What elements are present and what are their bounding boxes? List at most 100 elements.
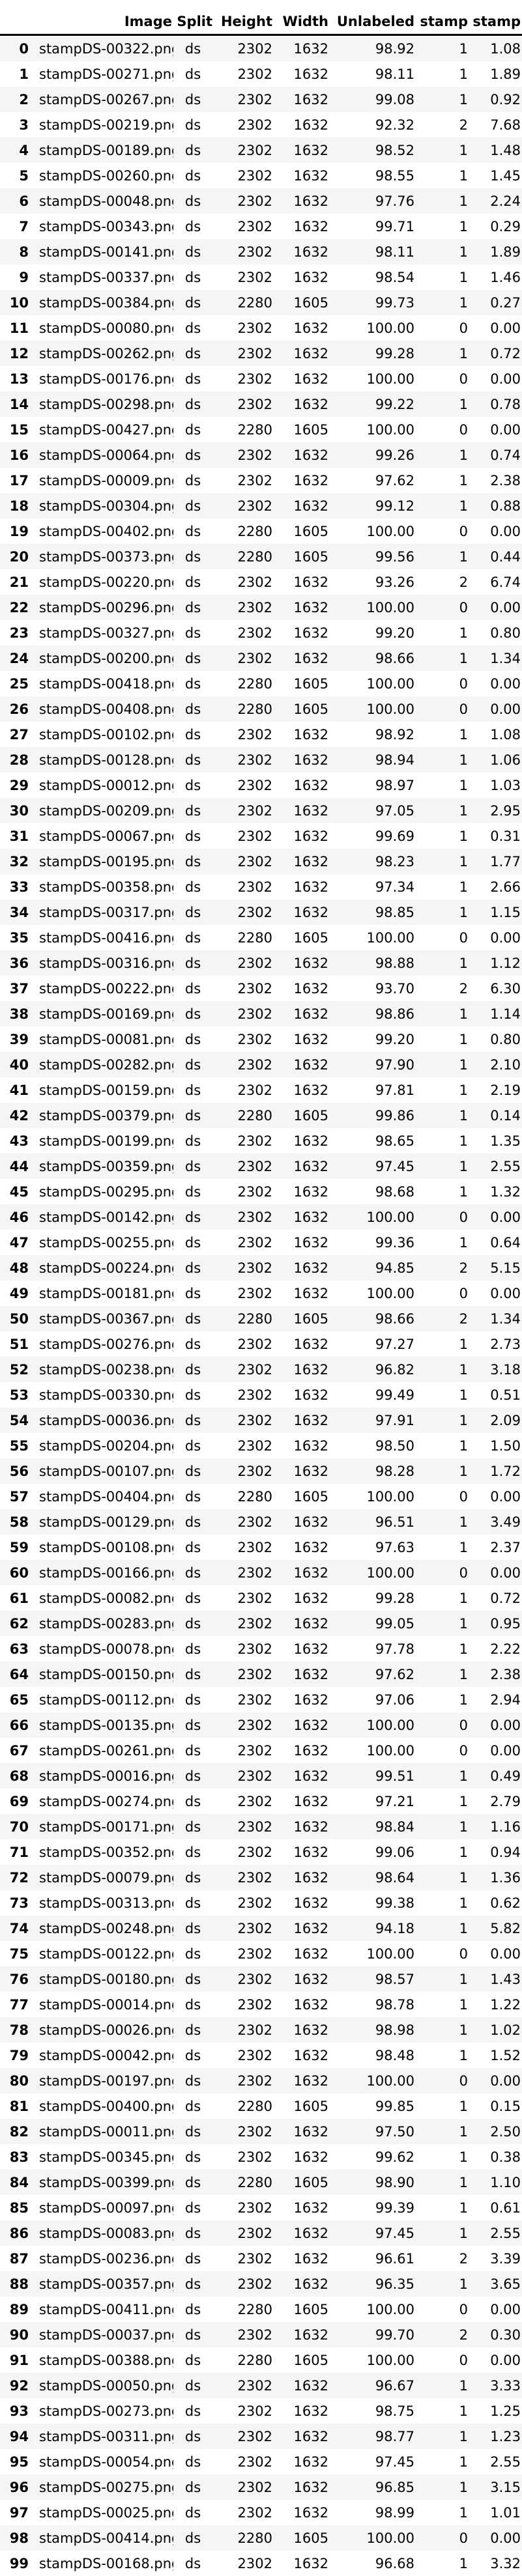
height-cell: 2302 (214, 1636, 274, 1662)
header-stamp-count: stamp (416, 9, 469, 35)
stamp-percent-cell: 0.00 (469, 1560, 522, 1585)
row-index: 46 (0, 1204, 34, 1230)
stamp-percent-cell: 2.95 (469, 798, 522, 823)
unlabeled-cell: 97.05 (330, 798, 416, 823)
stamp-percent-cell: 0.00 (469, 1204, 522, 1230)
unlabeled-cell: 99.49 (330, 1382, 416, 1408)
stamp-percent-cell: 1.10 (469, 2170, 522, 2195)
stamp-percent-cell: 2.10 (469, 1052, 522, 1077)
stamp-count-cell: 2 (416, 569, 469, 595)
stamp-percent-cell: 0.00 (469, 2297, 522, 2322)
image-cell: stampDS-00367.png (34, 1306, 173, 1331)
stamp-count-cell: 1 (416, 1408, 469, 1433)
row-index: 76 (0, 1966, 34, 1992)
unlabeled-cell: 99.56 (330, 544, 416, 569)
stamp-percent-cell: 0.00 (469, 417, 522, 442)
stamp-percent-cell: 0.80 (469, 1026, 522, 1052)
image-cell: stampDS-00276.png (34, 1331, 173, 1357)
width-cell: 1632 (274, 1204, 330, 1230)
stamp-count-cell: 1 (416, 2170, 469, 2195)
height-cell: 2302 (214, 2500, 274, 2525)
width-cell: 1632 (274, 442, 330, 468)
row-index: 67 (0, 1738, 34, 1763)
stamp-percent-cell: 1.02 (469, 2017, 522, 2043)
split-cell: ds (173, 1484, 214, 1509)
width-cell: 1605 (274, 696, 330, 722)
stamp-count-cell: 1 (416, 2093, 469, 2119)
split-cell: ds (173, 2246, 214, 2271)
image-cell: stampDS-00345.png (34, 2144, 173, 2170)
image-cell: stampDS-00128.png (34, 747, 173, 772)
image-cell: stampDS-00411.png (34, 2297, 173, 2322)
stamp-percent-cell: 1.52 (469, 2043, 522, 2068)
height-cell: 2302 (214, 2424, 274, 2449)
width-cell: 1632 (274, 468, 330, 493)
image-cell: stampDS-00379.png (34, 1103, 173, 1128)
row-index: 23 (0, 620, 34, 645)
stamp-percent-cell: 5.15 (469, 1255, 522, 1281)
split-cell: ds (173, 2119, 214, 2144)
image-cell: stampDS-00313.png (34, 1890, 173, 1916)
width-cell: 1632 (274, 2449, 330, 2474)
height-cell: 2302 (214, 1712, 274, 1738)
stamp-count-cell: 1 (416, 2424, 469, 2449)
split-cell: ds (173, 1763, 214, 1789)
height-cell: 2302 (214, 1026, 274, 1052)
stamp-count-cell: 1 (416, 391, 469, 417)
stamp-percent-cell: 0.00 (469, 696, 522, 722)
unlabeled-cell: 100.00 (330, 2068, 416, 2093)
unlabeled-cell: 100.00 (330, 2297, 416, 2322)
split-cell: ds (173, 518, 214, 544)
stamp-percent-cell: 0.72 (469, 1585, 522, 1611)
stamp-count-cell: 1 (416, 1535, 469, 1560)
table-header: Image Split Height Width Unlabeled stamp… (0, 9, 522, 35)
row-index: 48 (0, 1255, 34, 1281)
row-index: 24 (0, 645, 34, 671)
split-cell: ds (173, 595, 214, 620)
image-cell: stampDS-00271.png (34, 61, 173, 87)
unlabeled-cell: 98.68 (330, 1179, 416, 1204)
width-cell: 1632 (274, 874, 330, 899)
image-cell: stampDS-00408.png (34, 696, 173, 722)
unlabeled-cell: 100.00 (330, 595, 416, 620)
stamp-count-cell: 1 (416, 1052, 469, 1077)
width-cell: 1632 (274, 2043, 330, 2068)
width-cell: 1632 (274, 1738, 330, 1763)
split-cell: ds (173, 1382, 214, 1408)
row-index: 34 (0, 899, 34, 925)
split-cell: ds (173, 1865, 214, 1890)
height-cell: 2302 (214, 1408, 274, 1433)
image-cell: stampDS-00222.png (34, 976, 173, 1001)
stamp-percent-cell: 2.79 (469, 1789, 522, 1814)
unlabeled-cell: 99.85 (330, 2093, 416, 2119)
height-cell: 2302 (214, 722, 274, 747)
stamp-percent-cell: 1.45 (469, 163, 522, 188)
split-cell: ds (173, 722, 214, 747)
width-cell: 1632 (274, 569, 330, 595)
width-cell: 1632 (274, 2551, 330, 2576)
header-image: Image (34, 9, 173, 35)
stamp-count-cell: 1 (416, 1509, 469, 1535)
width-cell: 1632 (274, 2144, 330, 2170)
split-cell: ds (173, 341, 214, 366)
stamp-percent-cell: 0.94 (469, 1839, 522, 1865)
split-cell: ds (173, 1128, 214, 1154)
row-index: 89 (0, 2297, 34, 2322)
width-cell: 1632 (274, 1408, 330, 1433)
split-cell: ds (173, 1331, 214, 1357)
row-index: 81 (0, 2093, 34, 2119)
stamp-count-cell: 2 (416, 1255, 469, 1281)
split-cell: ds (173, 1687, 214, 1712)
